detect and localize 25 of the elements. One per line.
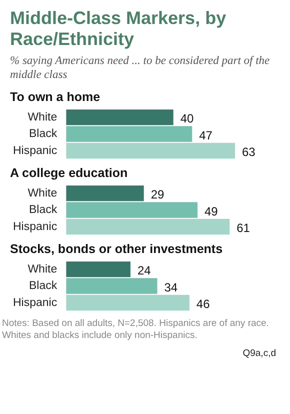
- data-label: 24: [137, 264, 152, 278]
- data-label: 61: [236, 220, 250, 235]
- chart-title: A college education: [10, 166, 129, 180]
- data-label: 29: [150, 188, 165, 202]
- data-label: 40: [180, 112, 194, 126]
- text: Notes: Based on all adults, N=2,508. Hispanics are of any race. Whites and blacks include only non-Hispanics.: [2, 318, 270, 342]
- y-tick-label: Black: [28, 204, 58, 216]
- y-tick-label: White: [28, 264, 58, 276]
- data-label: 34: [164, 280, 178, 294]
- y-tick-label: Hispanic: [12, 220, 58, 233]
- data-label: 46: [196, 296, 210, 311]
- y-tick-label: Black: [28, 128, 58, 140]
- y-tick-label: Hispanic: [12, 144, 58, 157]
- chart-title: To own a home: [10, 90, 102, 104]
- text: Middle-Class Markers, by Race/Ethnicity: [10, 8, 228, 50]
- y-tick-label: White: [28, 112, 58, 124]
- y-tick-label: White: [28, 188, 58, 200]
- data-label: 47: [199, 128, 213, 142]
- data-label: 63: [242, 144, 256, 159]
- text: % saying Americans need ... to be considered part of the middle class: [10, 54, 271, 82]
- y-tick-label: Hispanic: [12, 296, 58, 309]
- y-tick-label: Black: [28, 280, 58, 292]
- chart-title: Stocks, bonds or other investments: [10, 242, 224, 256]
- data-label: 49: [204, 204, 218, 218]
- text: Q9a,c,d: [242, 348, 276, 359]
